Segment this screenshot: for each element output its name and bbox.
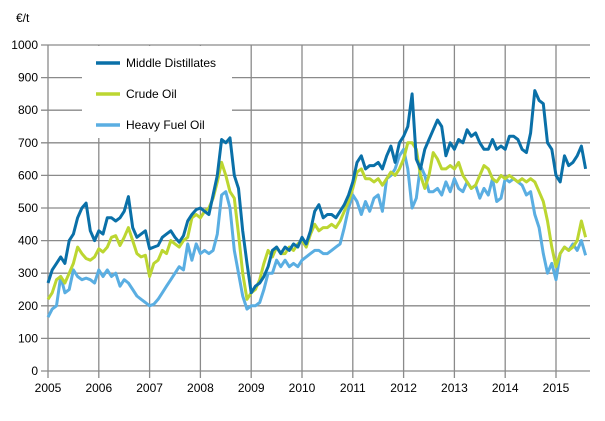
y-tick-label: 200 (18, 299, 38, 313)
y-tick-label: 1000 (11, 38, 38, 52)
legend-label: Middle Distillates (126, 56, 216, 70)
y-tick-label: 0 (31, 364, 38, 378)
series-line-crude-oil (46, 141, 588, 301)
legend-label: Crude Oil (126, 87, 177, 101)
series-lines (46, 89, 588, 318)
x-tick-label: 2010 (289, 381, 316, 395)
y-tick-label: 400 (18, 234, 38, 248)
x-tick-label: 2015 (543, 381, 570, 395)
y-tick-label: 500 (18, 201, 38, 215)
y-axis-label: €/t (16, 11, 30, 25)
series-line-middle-distillates (46, 89, 588, 295)
legend-label: Heavy Fuel Oil (126, 118, 205, 132)
x-tick-label: 2008 (187, 381, 214, 395)
x-tick-label: 2006 (85, 381, 112, 395)
y-axis: 0 100 200 300 400 500 600 700 800 900 1000 (11, 38, 38, 378)
x-tick-label: 2009 (238, 381, 265, 395)
x-tick-label: 2011 (340, 381, 366, 395)
x-tick-label: 2014 (492, 381, 519, 395)
series-line-heavy-fuel-oil (46, 147, 588, 318)
legend: Middle Distillates Crude Oil Heavy Fuel Oi… (96, 56, 216, 132)
x-tick-label: 2012 (390, 381, 417, 395)
y-tick-label: 800 (18, 103, 38, 117)
y-tick-label: 600 (18, 168, 38, 182)
x-tick-label: 2005 (35, 381, 62, 395)
x-axis: 2005 2006 2007 2008 2009 2010 2011 2012 2013 2014… (35, 381, 570, 395)
x-tick-label: 2007 (136, 381, 163, 395)
y-tick-label: 900 (18, 71, 38, 85)
y-tick-label: 100 (18, 331, 38, 345)
x-tick-label: 2013 (441, 381, 468, 395)
y-tick-label: 700 (18, 136, 38, 150)
y-tick-label: 300 (18, 266, 38, 280)
